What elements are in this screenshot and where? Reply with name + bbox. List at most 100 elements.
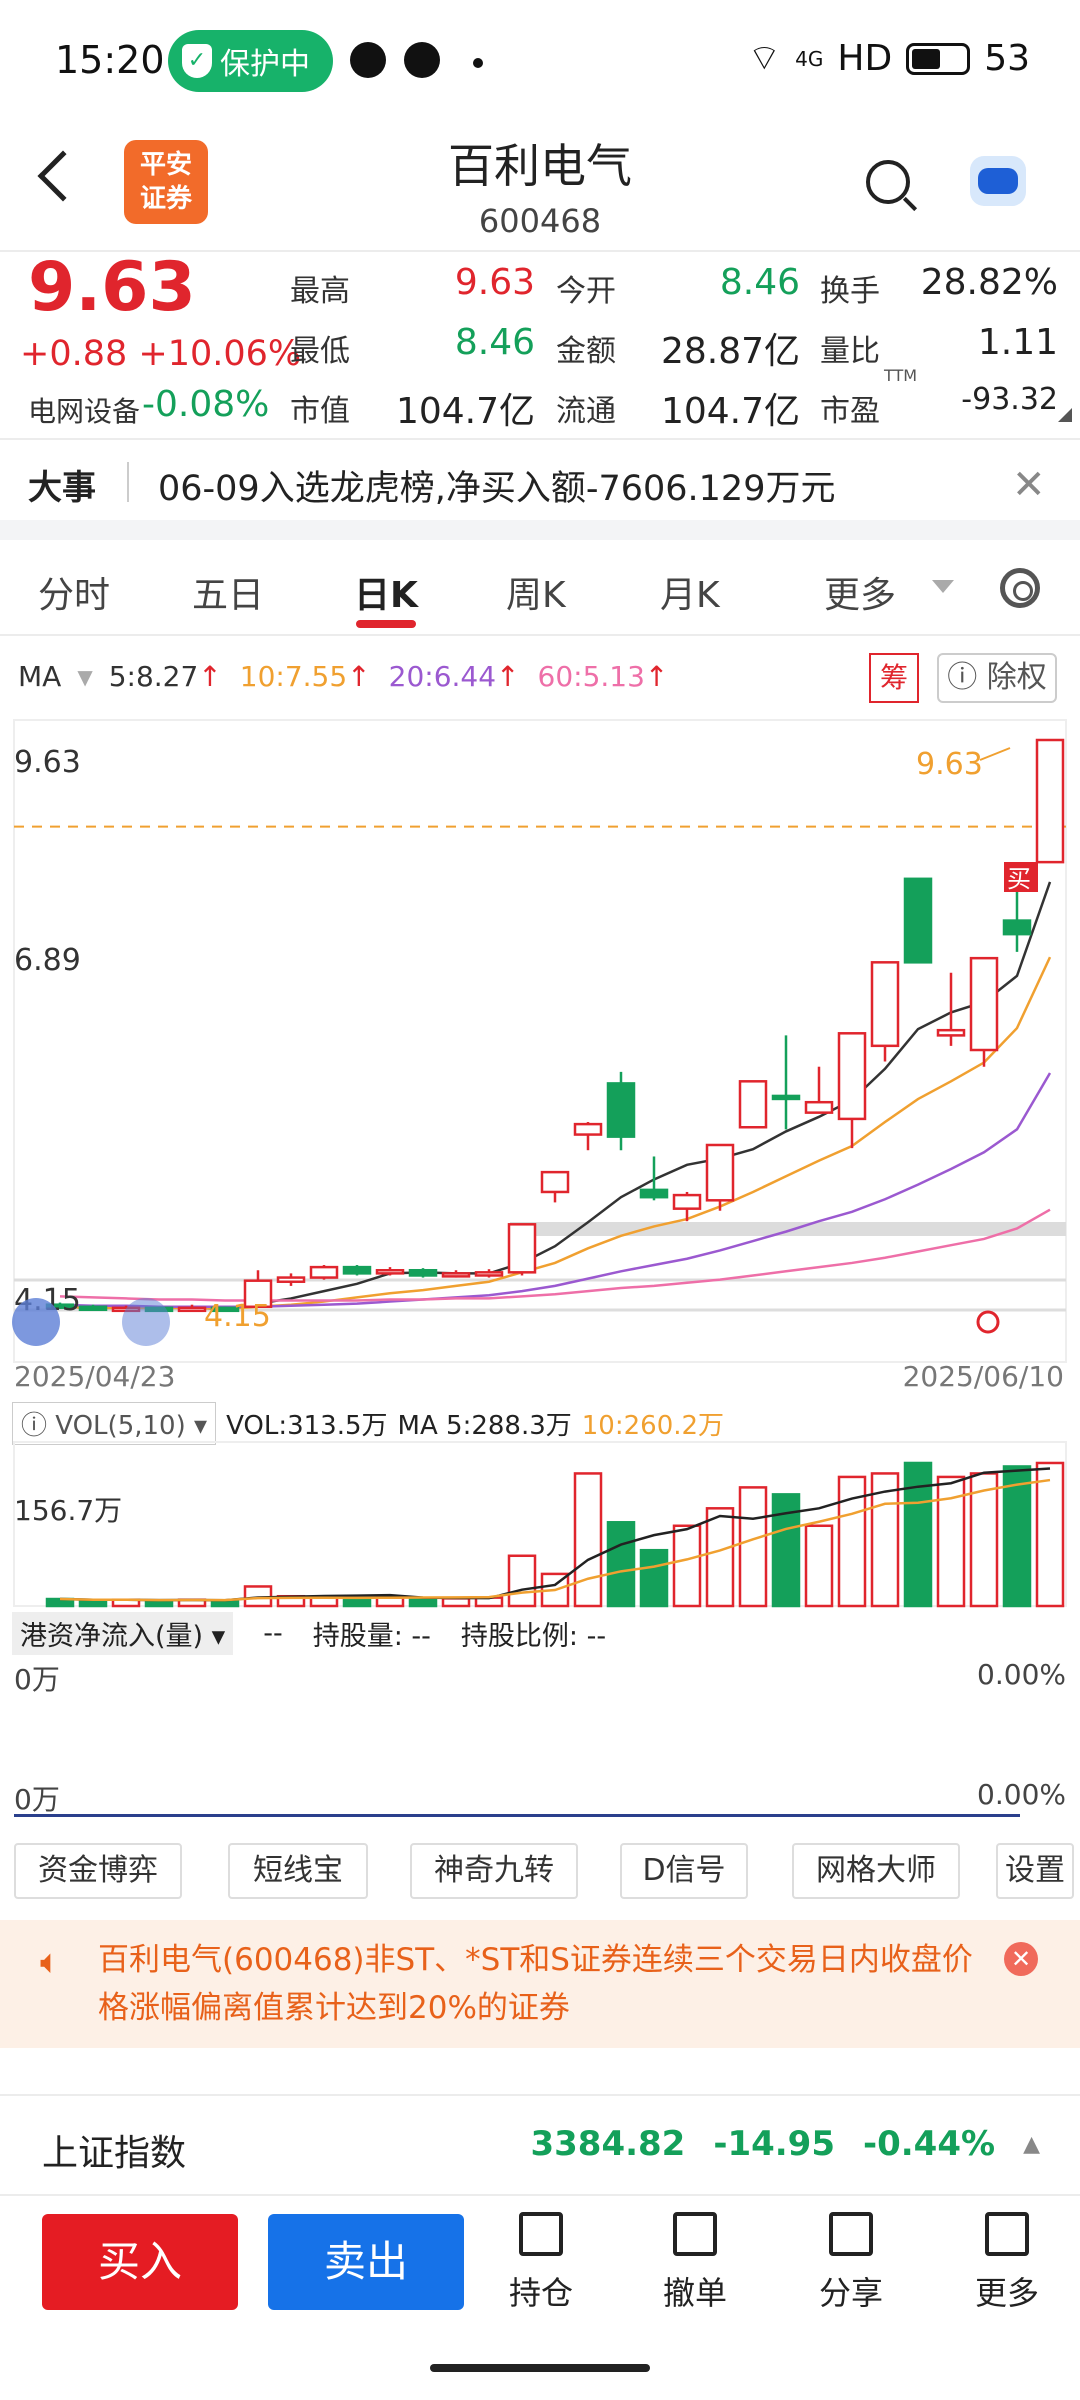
vol-selector[interactable]: ⓘ VOL(5,10) ▾ xyxy=(12,1402,217,1445)
tool-button-1[interactable]: 短线宝 xyxy=(228,1843,368,1899)
tab-4[interactable]: 月K xyxy=(660,575,720,616)
shield-icon: ✓ xyxy=(182,44,212,78)
sell-button[interactable]: 卖出 xyxy=(268,2214,464,2310)
candle-body xyxy=(243,1279,273,1309)
candle-body xyxy=(936,1028,966,1037)
nav-share[interactable]: 分享 xyxy=(796,2212,906,2314)
protect-badge[interactable]: ✓ 保护中 xyxy=(168,30,333,92)
nav-more-menu[interactable]: 更多 xyxy=(952,2212,1062,2314)
tab-1[interactable]: 五日 xyxy=(192,575,265,616)
event-text[interactable]: 06-09入选龙虎榜,净买入额-7606.129万元 xyxy=(158,469,836,509)
gear-icon[interactable] xyxy=(1000,568,1040,608)
quote-value-0: 9.63 xyxy=(454,262,535,303)
index-name[interactable]: 上证指数 xyxy=(42,2133,187,2174)
candle-body xyxy=(441,1272,471,1278)
up-arrow-icon: ↑ xyxy=(347,660,371,693)
tool-button-2[interactable]: 神奇九转 xyxy=(410,1843,578,1899)
volume-bar xyxy=(78,1599,108,1608)
tab-2[interactable]: 日K xyxy=(354,575,418,616)
vol-ma10: 10:260.2万 xyxy=(581,1411,725,1441)
stock-name: 百利电气 xyxy=(448,139,632,193)
tab-5[interactable]: 更多 xyxy=(824,575,897,616)
quote-label-7: 流通 xyxy=(556,394,616,429)
candle-body xyxy=(474,1271,504,1277)
vol-ma5: MA 5:288.3万 xyxy=(397,1411,572,1441)
hk-selector[interactable]: 港资净流入(量) ▾ xyxy=(12,1612,234,1655)
message-icon xyxy=(350,42,386,78)
close-icon[interactable]: ✕ xyxy=(1004,1942,1038,1976)
ma-label: MA xyxy=(18,660,62,693)
volume-bar xyxy=(408,1597,438,1608)
price-change: +0.88 +10.06% xyxy=(20,334,302,374)
low-price-tag: 4.15 xyxy=(204,1299,271,1334)
candle xyxy=(342,1265,372,1276)
notice-banner[interactable] xyxy=(0,1920,1080,2048)
ma-item-0: 5:8.27↑ xyxy=(108,660,222,693)
status-right: ⌔ 4G HD 53 xyxy=(747,36,1030,81)
chevron-up-icon: ▲ xyxy=(1023,2131,1040,2157)
expand-corner-icon[interactable] xyxy=(1058,408,1072,422)
tool-button-0[interactable]: 资金博弈 xyxy=(14,1843,182,1899)
buy-button[interactable]: 买入 xyxy=(42,2214,238,2310)
ma60-line xyxy=(59,1208,1051,1302)
scroll-left-icon xyxy=(12,1298,60,1346)
quote-value-6: 104.7亿 xyxy=(395,391,535,432)
tab-3[interactable]: 周K xyxy=(506,575,566,616)
candle-body xyxy=(804,1100,834,1114)
candle xyxy=(672,1191,702,1222)
hk-dash: -- xyxy=(263,1618,283,1649)
share-icon xyxy=(829,2212,873,2256)
quote-value-7: 104.7亿 xyxy=(660,391,800,432)
status-bar: 15:20 ✓ 保护中 ⌔ 4G HD 53 xyxy=(0,0,1080,120)
tool-button-3[interactable]: D信号 xyxy=(620,1843,748,1899)
assistant-robot-icon[interactable] xyxy=(970,156,1026,206)
search-icon[interactable] xyxy=(866,160,910,204)
chip-distribution-button[interactable]: 筹 xyxy=(869,653,919,703)
nav-label: 更多 xyxy=(974,2274,1039,2312)
volume-chart[interactable]: 156.7万 xyxy=(0,1440,1080,1610)
y-axis-label: 9.63 xyxy=(14,745,81,780)
scroll-handle-icon xyxy=(122,1298,170,1346)
candle-body xyxy=(672,1193,702,1210)
divider xyxy=(0,438,1080,440)
section-gap xyxy=(0,520,1080,540)
candle xyxy=(837,1032,867,1149)
volume-bar xyxy=(507,1554,537,1608)
volume-bar xyxy=(606,1521,636,1608)
candle xyxy=(804,1066,834,1114)
nav-cancel-order[interactable]: 撤单 xyxy=(640,2212,750,2314)
volume-bar xyxy=(342,1597,372,1608)
ma-item-1: 10:7.55↑ xyxy=(239,660,371,693)
volume-bar xyxy=(144,1599,174,1608)
sector-change[interactable]: -0.08% xyxy=(142,384,270,425)
candle xyxy=(243,1270,273,1309)
volume-bar xyxy=(1002,1465,1032,1608)
nav-position[interactable]: 持仓 xyxy=(486,2212,596,2314)
close-icon[interactable]: ✕ xyxy=(1012,462,1046,508)
index-values[interactable]: 3384.82 -14.95 -0.44% ▲ xyxy=(530,2124,1040,2164)
signal-icon: 4G xyxy=(795,46,824,71)
tab-0[interactable]: 分时 xyxy=(38,575,111,616)
candle-body xyxy=(870,961,900,1048)
ma10-line xyxy=(59,956,1052,1311)
volume-bar xyxy=(1035,1461,1065,1608)
chevron-down-icon[interactable] xyxy=(932,580,954,593)
fuquan-button[interactable]: ⓘ 除权 xyxy=(937,653,1057,703)
tool-button-4[interactable]: 网格大师 xyxy=(792,1843,960,1899)
volume-bar xyxy=(639,1548,669,1608)
candle xyxy=(78,1304,108,1312)
ma-legend[interactable]: MA ▼ 5:8.27↑ 10:7.55↑ 20:6.44↑ 60:5.13↑ xyxy=(18,660,668,693)
up-arrow-icon: ↑ xyxy=(644,660,669,693)
status-time: 15:20 xyxy=(55,38,165,82)
stock-code: 600468 xyxy=(478,202,602,240)
tool-button-5[interactable]: 设置 xyxy=(996,1843,1074,1899)
vol-legend: ⓘ VOL(5,10) ▾ VOL:313.5万 MA 5:288.3万 10:… xyxy=(12,1402,724,1445)
more-menu-icon xyxy=(985,2212,1029,2256)
battery-level: 53 xyxy=(984,38,1030,79)
sector-name[interactable]: 电网设备 xyxy=(28,395,141,428)
candle xyxy=(210,1306,240,1313)
home-indicator[interactable] xyxy=(430,2364,650,2372)
candle xyxy=(177,1304,207,1313)
volume-bar xyxy=(441,1597,471,1608)
